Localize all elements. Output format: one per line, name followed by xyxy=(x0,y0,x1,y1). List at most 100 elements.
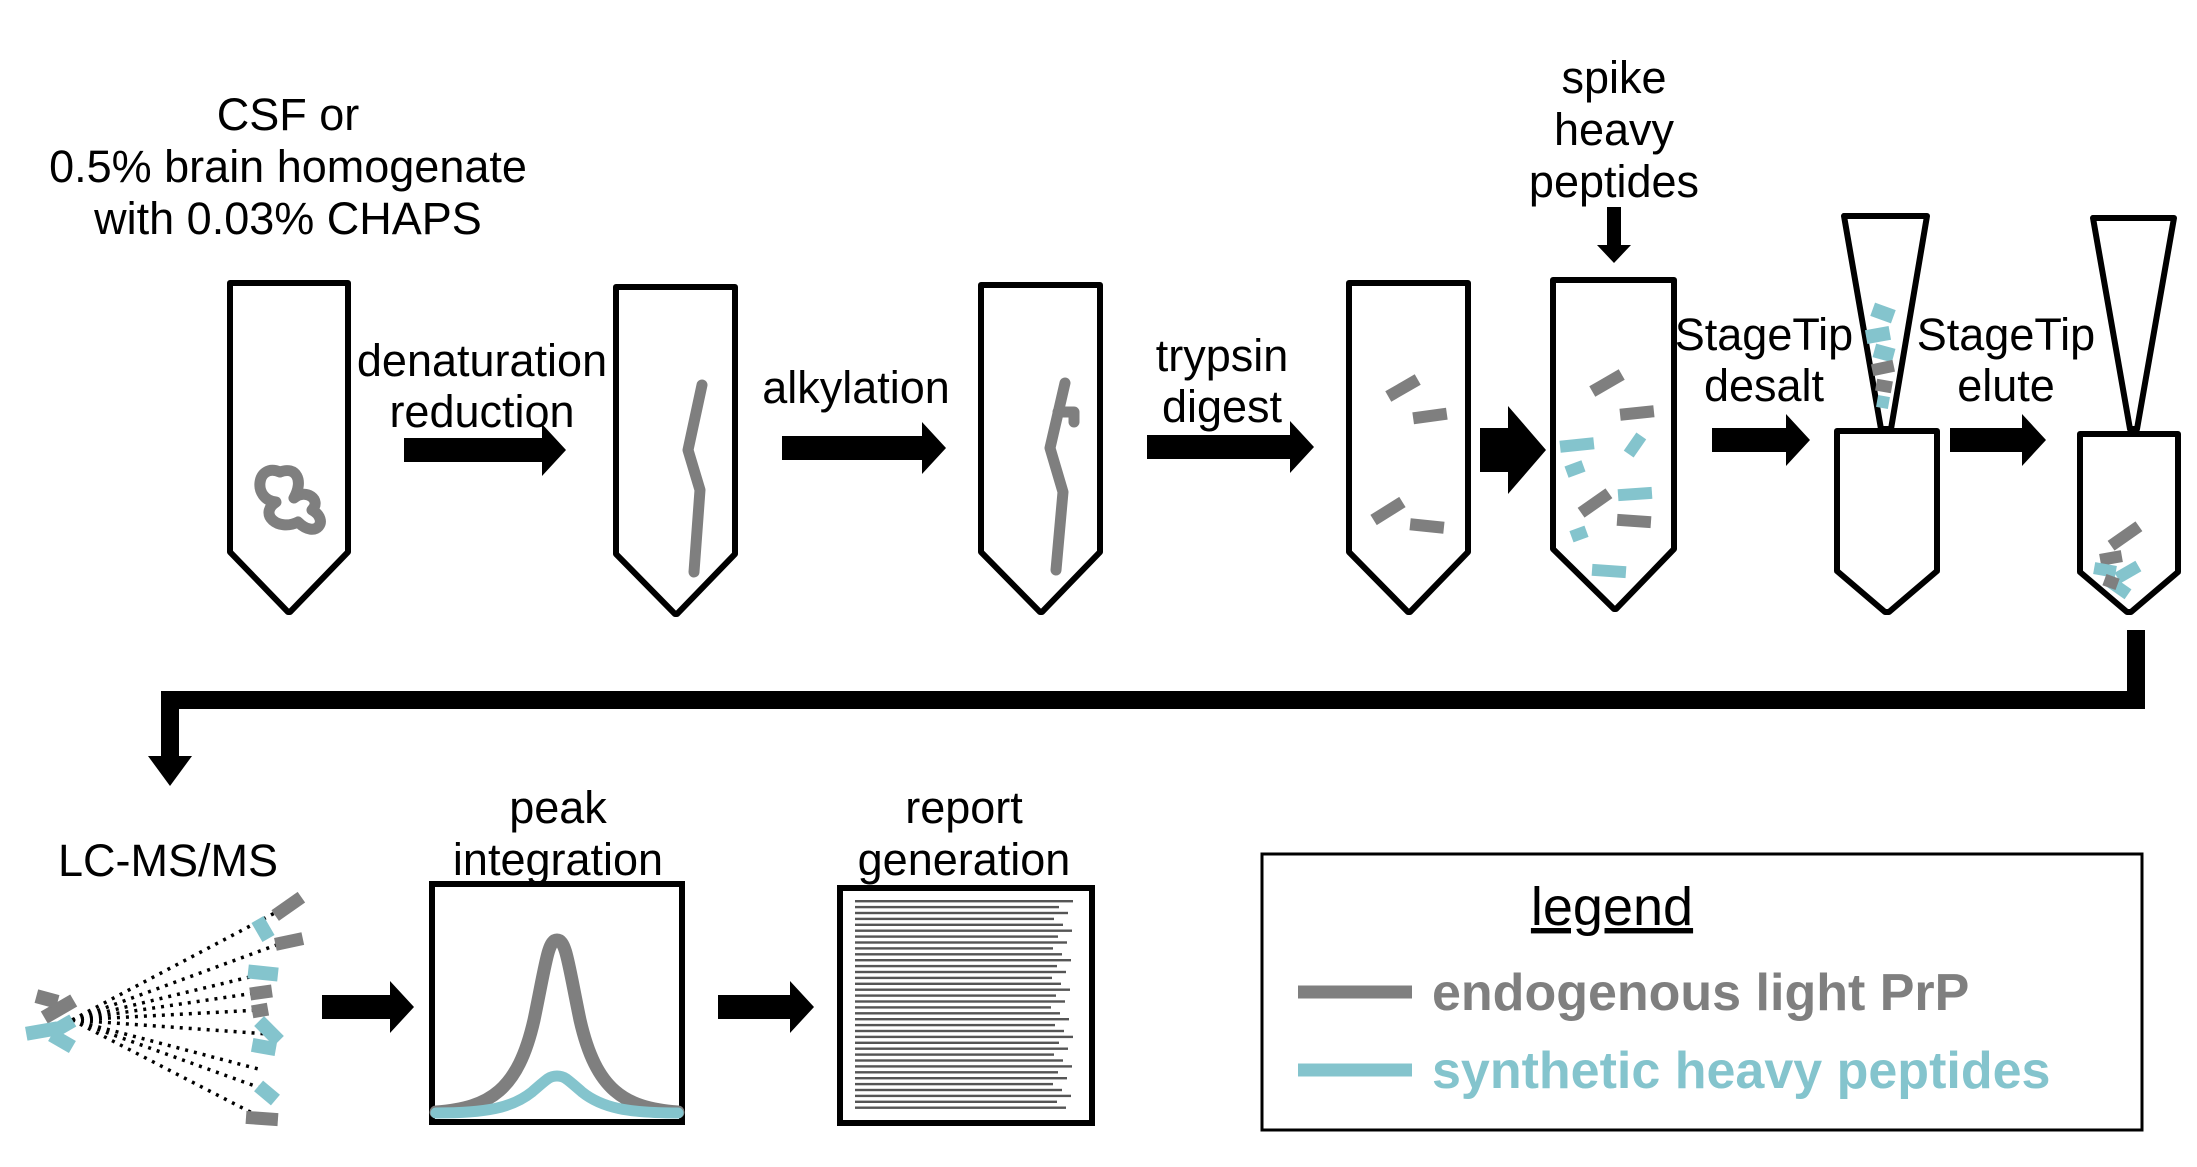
report-text-line xyxy=(855,935,1058,938)
peptide-light xyxy=(1370,496,1406,526)
report-document xyxy=(837,885,1095,1126)
report-text-line xyxy=(855,1006,1051,1009)
alkylation-label: alkylation xyxy=(762,362,950,413)
alkylated-tube xyxy=(978,282,1103,615)
elute-collection-tube xyxy=(2077,431,2181,615)
spike-label: spike xyxy=(1561,52,1666,103)
desalt-label-line2: desalt xyxy=(1704,360,1825,411)
peptide-heavy xyxy=(25,1021,59,1041)
peptide-heavy xyxy=(1872,343,1896,363)
elute-label-line1: StageTip xyxy=(1917,309,2095,360)
light-peak-trace xyxy=(429,933,685,1119)
spike-down-arrow xyxy=(1597,207,1631,263)
sample-label-line2: 0.5% brain homogenate xyxy=(49,141,527,192)
peptide-heavy xyxy=(247,964,279,982)
peptide-heavy xyxy=(1870,302,1896,324)
report-text-line xyxy=(855,959,1071,962)
peptide-heavy xyxy=(254,1080,280,1106)
peptide-heavy xyxy=(254,1016,284,1046)
report-text-line xyxy=(855,982,1061,985)
sample-tube xyxy=(227,280,351,615)
arrow-trypsin xyxy=(1147,421,1314,473)
report-text-line xyxy=(855,1065,1072,1068)
report-text-line xyxy=(855,994,1056,997)
arrow-elute xyxy=(1950,414,2046,466)
integration-label: integration xyxy=(453,834,663,885)
arrow-spike xyxy=(1480,406,1546,494)
report-text-line xyxy=(855,917,1054,921)
chromatogram-frame xyxy=(429,881,685,1125)
digest-tube xyxy=(1346,280,1471,615)
report-text-line xyxy=(855,1041,1059,1044)
peptide-heavy xyxy=(2114,560,2142,584)
report-text-line xyxy=(855,1071,1058,1074)
legend-endogenous-label: endogenous light PrP xyxy=(1432,964,1969,1022)
folded-protein xyxy=(254,464,326,535)
report-text-line xyxy=(855,1053,1054,1056)
peptide-heavy xyxy=(2093,562,2117,578)
report-text-line xyxy=(855,953,1062,956)
reduction-label: reduction xyxy=(389,386,574,437)
trypsin-label: trypsin xyxy=(1156,330,1289,381)
report-text-line xyxy=(855,911,1068,915)
report-text-line xyxy=(855,1018,1069,1021)
peptide-light xyxy=(249,984,273,1001)
peptide-light xyxy=(1619,405,1655,421)
report-text-line xyxy=(855,1082,1053,1086)
peptide-light xyxy=(34,989,60,1009)
peptide-light xyxy=(1412,407,1448,425)
ms-source-peptides xyxy=(25,989,78,1054)
report-text-line xyxy=(855,1035,1073,1039)
heavy-peak-trace xyxy=(430,1070,684,1119)
peptide-light xyxy=(2107,521,2143,551)
arrow-to-integration xyxy=(322,981,414,1033)
peptide-light xyxy=(1616,513,1652,529)
sample-label-line1: CSF or xyxy=(217,89,360,140)
report-text-line xyxy=(855,976,1052,980)
peptide-heavy xyxy=(250,1038,278,1056)
peptide-light xyxy=(1875,378,1893,394)
legend-synthetic-label: synthetic heavy peptides xyxy=(1432,1042,2050,1100)
spiked-peptides xyxy=(1559,369,1655,579)
connector-line xyxy=(161,630,2145,760)
report-text-line xyxy=(855,988,1070,991)
heavy-label: heavy xyxy=(1554,104,1675,155)
report-text-line xyxy=(855,905,1059,909)
peptide-light xyxy=(274,932,305,951)
peptide-heavy xyxy=(48,1028,76,1054)
desalt-label-line1: StageTip xyxy=(1675,309,1853,360)
report-text-line xyxy=(855,1029,1064,1033)
peptide-heavy xyxy=(1591,563,1627,579)
sample-label-line3: with 0.03% CHAPS xyxy=(93,193,482,244)
peptide-heavy xyxy=(1623,432,1647,458)
report-text-line xyxy=(855,947,1053,950)
desalt-collection-tube xyxy=(1834,428,1940,615)
report-text-line xyxy=(855,941,1067,944)
peptide-light xyxy=(271,891,306,921)
peptide-heavy xyxy=(53,1014,77,1036)
connector-arrowhead xyxy=(148,756,192,786)
report-text-line xyxy=(855,1077,1067,1080)
desalt-stagetip xyxy=(1841,213,1930,432)
peptide-heavy xyxy=(1559,437,1595,453)
peptide-heavy xyxy=(1569,525,1589,543)
arrow-to-report xyxy=(718,981,814,1033)
report-text-line xyxy=(855,964,1057,968)
ms-detected-peptides xyxy=(245,891,306,1127)
peptide-heavy xyxy=(1864,326,1892,344)
alkyl-group xyxy=(1052,406,1080,428)
generation-label: generation xyxy=(858,834,1071,885)
peptide-heavy xyxy=(1617,486,1653,502)
arrow-denaturation xyxy=(404,424,566,476)
lcms-label: LC-MS/MS xyxy=(58,835,278,886)
peptide-light xyxy=(2099,550,2123,566)
report-text-line xyxy=(855,970,1066,974)
peptide-light xyxy=(245,1110,279,1127)
peptide-light xyxy=(1385,374,1421,402)
report-text-line xyxy=(855,1094,1071,1098)
peptide-light xyxy=(1870,359,1896,377)
arrow-desalt xyxy=(1712,414,1810,466)
peptide-light xyxy=(2102,573,2120,591)
report-text-line xyxy=(855,1100,1057,1103)
